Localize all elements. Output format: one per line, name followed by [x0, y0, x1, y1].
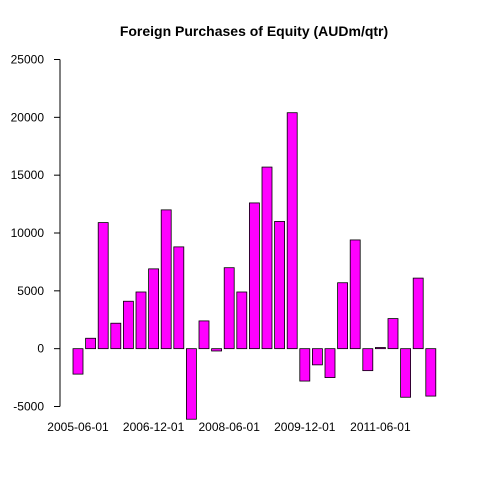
bar — [223, 267, 235, 350]
bar — [85, 337, 96, 350]
y-tick-label: -5000 — [13, 400, 44, 414]
bar — [400, 348, 412, 398]
bar — [248, 202, 260, 350]
bar-series — [72, 112, 437, 420]
bar — [110, 322, 122, 350]
bar — [135, 291, 147, 350]
x-tick-label: 2008-06-01 — [199, 420, 261, 434]
x-tick-label: 2006-12-01 — [123, 420, 185, 434]
bar — [425, 348, 437, 397]
bar — [236, 291, 248, 350]
bar — [362, 348, 374, 372]
bar — [274, 221, 286, 350]
bar — [97, 222, 109, 350]
bar — [72, 348, 84, 375]
chart-title: Foreign Purchases of Equity (AUDm/qtr) — [120, 23, 388, 39]
bar — [160, 209, 172, 350]
y-tick-label: 20000 — [11, 110, 45, 124]
y-axis: -5000 0 5000 10000 15000 20000 25000 — [11, 53, 61, 414]
x-tick-label: 2011-06-01 — [350, 420, 411, 434]
bar — [387, 318, 399, 350]
x-tick-label: 2005-06-01 — [47, 420, 109, 434]
bar — [299, 348, 311, 382]
y-tick-label: 25000 — [11, 53, 45, 67]
bar — [198, 320, 210, 350]
bar — [185, 348, 197, 420]
y-tick-label: 15000 — [11, 168, 45, 182]
y-tick-label: 10000 — [11, 226, 45, 240]
x-tick-label: 2009-12-01 — [274, 420, 336, 434]
bar — [324, 348, 336, 378]
bar — [374, 347, 386, 350]
bar — [337, 282, 349, 350]
y-tick-label: 0 — [37, 342, 44, 356]
bar — [261, 166, 273, 350]
bar — [211, 348, 223, 352]
bar — [286, 112, 298, 350]
y-tick-label: 5000 — [17, 284, 44, 298]
bar — [123, 300, 134, 350]
bar — [148, 268, 160, 350]
x-axis: 2005-06-01 2006-12-01 2008-06-01 2009-12-01… — [47, 420, 411, 434]
bar — [412, 277, 424, 350]
bar — [349, 239, 361, 350]
bar — [173, 246, 185, 350]
bar — [311, 348, 323, 366]
